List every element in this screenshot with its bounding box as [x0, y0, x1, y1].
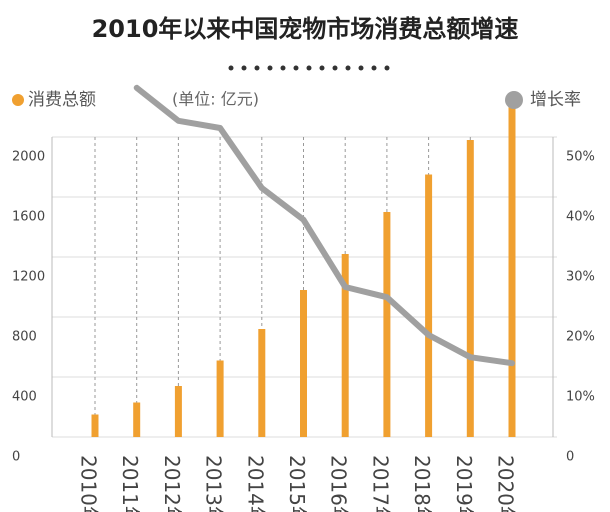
- chart-title: 2010年以来中国宠物市场消费总额增速: [92, 15, 519, 43]
- x-tick-label: 2018年: [410, 455, 434, 512]
- bar: [216, 360, 224, 437]
- x-tick-label: 2016年: [327, 455, 351, 512]
- y2-tick-label: 10%: [566, 390, 595, 405]
- y2-tick-label: 30%: [566, 270, 595, 285]
- bar: [133, 402, 141, 437]
- bar: [425, 174, 433, 437]
- y2-tick-label: 50%: [566, 150, 595, 165]
- bar: [300, 290, 307, 437]
- bar: [341, 254, 349, 437]
- y2-tick-label: 40%: [566, 210, 595, 225]
- x-tick-label: 2011年: [118, 455, 142, 512]
- unit-annotation: (单位: 亿元): [172, 90, 259, 109]
- y-tick-label: 0: [12, 450, 20, 465]
- y-tick-label: 2000: [12, 150, 45, 165]
- legend-swatch: [505, 91, 523, 109]
- legend-swatch: [12, 94, 24, 106]
- x-tick-label: 2013年: [202, 455, 226, 512]
- bar: [258, 329, 266, 437]
- y-tick-label: 1600: [12, 210, 45, 225]
- y-tick-label: 1200: [12, 270, 45, 285]
- y-tick-label: 400: [12, 390, 37, 405]
- legend-label: 消费总额: [28, 90, 96, 110]
- x-tick-label: 2017年: [368, 455, 392, 512]
- x-tick-label: 2020年: [494, 455, 518, 512]
- y2-tick-label: 20%: [566, 330, 595, 345]
- bar: [174, 386, 182, 437]
- x-tick-label: 2014年: [243, 455, 267, 512]
- title-dots: [228, 65, 390, 71]
- x-tick-label: 2019年: [452, 455, 476, 512]
- bar: [91, 414, 99, 437]
- bar: [383, 212, 391, 437]
- x-tick-label: 2012年: [160, 455, 184, 512]
- bar: [466, 140, 474, 437]
- x-tick-label: 2015年: [285, 455, 309, 512]
- y-tick-label: 800: [12, 330, 37, 345]
- y2-tick-label: 0: [566, 450, 574, 465]
- legend-label: 增长率: [530, 90, 581, 110]
- growth-line: [133, 84, 515, 367]
- bar: [508, 104, 516, 437]
- x-tick-label: 2010年: [77, 455, 101, 512]
